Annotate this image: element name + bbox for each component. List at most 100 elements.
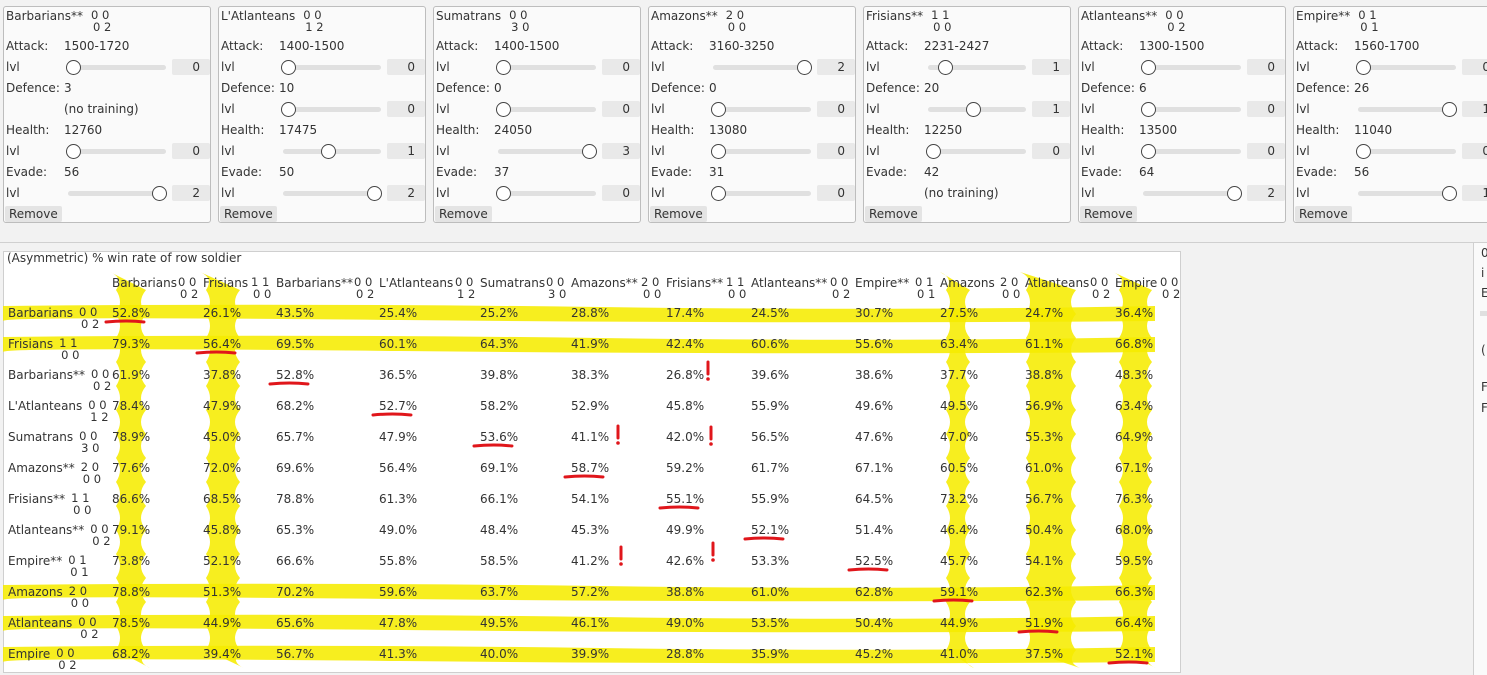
level-value[interactable]: 0 xyxy=(1247,59,1285,75)
level-value[interactable]: 2 xyxy=(817,59,855,75)
level-value[interactable]: 0 xyxy=(387,101,425,117)
level-value[interactable]: 1 xyxy=(1462,101,1487,117)
level-thumb[interactable] xyxy=(66,60,81,75)
level-thumb[interactable] xyxy=(321,144,337,159)
level-thumb[interactable] xyxy=(1356,144,1371,159)
remove-button[interactable]: Remove xyxy=(435,206,492,222)
level-value[interactable]: 2 xyxy=(172,185,210,201)
level-value[interactable]: 0 xyxy=(602,101,640,117)
level-track[interactable] xyxy=(498,107,596,112)
level-value[interactable]: 0 xyxy=(172,59,210,75)
level-thumb[interactable] xyxy=(281,102,296,117)
level-thumb[interactable] xyxy=(582,144,597,159)
remove-button[interactable]: Remove xyxy=(5,206,62,222)
stat-value: 31 xyxy=(709,165,725,179)
level-track[interactable] xyxy=(68,149,166,154)
level-value[interactable]: 0 xyxy=(817,101,855,117)
level-thumb[interactable] xyxy=(938,60,954,75)
level-track[interactable] xyxy=(1358,65,1456,70)
remove-button[interactable]: Remove xyxy=(1295,206,1352,222)
level-thumb[interactable] xyxy=(1141,60,1156,75)
count-grid-line: 0 0 xyxy=(78,305,98,319)
level-thumb[interactable] xyxy=(1356,60,1371,75)
level-track[interactable] xyxy=(68,65,166,70)
level-value[interactable]: 0 xyxy=(1032,143,1070,159)
win-rate-cell: 56.5% xyxy=(751,430,790,444)
level-track[interactable] xyxy=(1358,191,1456,196)
level-value[interactable]: 2 xyxy=(1247,185,1285,201)
win-rate-cell: 46.4% xyxy=(940,523,979,537)
level-value[interactable]: 0 xyxy=(1247,143,1285,159)
level-track[interactable] xyxy=(1143,65,1241,70)
level-value[interactable]: 2 xyxy=(387,185,425,201)
level-value[interactable]: 0 xyxy=(817,185,855,201)
level-track[interactable] xyxy=(713,149,811,154)
level-thumb[interactable] xyxy=(711,102,726,117)
level-track[interactable] xyxy=(928,149,1026,154)
level-value[interactable]: 1 xyxy=(1032,59,1070,75)
level-thumb[interactable] xyxy=(496,102,511,117)
level-thumb[interactable] xyxy=(1141,144,1156,159)
level-track[interactable] xyxy=(713,191,811,196)
level-thumb[interactable] xyxy=(152,186,167,201)
level-thumb[interactable] xyxy=(281,60,296,75)
level-track[interactable] xyxy=(1358,107,1456,112)
level-track[interactable] xyxy=(498,149,596,154)
remove-button[interactable]: Remove xyxy=(1080,206,1137,222)
level-track[interactable] xyxy=(1143,107,1241,112)
level-track[interactable] xyxy=(68,191,166,196)
level-value[interactable]: 0 xyxy=(1462,143,1487,159)
red-exclamation-dot xyxy=(706,377,710,381)
count-grid-line: 0 2 xyxy=(80,317,100,331)
remove-button[interactable]: Remove xyxy=(220,206,277,222)
remove-button[interactable]: Remove xyxy=(865,206,922,222)
level-value[interactable]: 3 xyxy=(602,143,640,159)
level-track[interactable] xyxy=(1143,191,1241,196)
level-thumb[interactable] xyxy=(1442,102,1457,117)
level-value[interactable]: 0 xyxy=(602,59,640,75)
level-value[interactable]: 0 xyxy=(1462,59,1487,75)
level-track[interactable] xyxy=(498,65,596,70)
level-track[interactable] xyxy=(1358,149,1456,154)
level-track[interactable] xyxy=(498,191,596,196)
level-value[interactable]: 0 xyxy=(387,59,425,75)
level-track[interactable] xyxy=(1143,149,1241,154)
level-value[interactable]: 1 xyxy=(1032,101,1070,117)
row-highlight xyxy=(2,583,1155,602)
level-label: lvl xyxy=(436,144,450,158)
level-track[interactable] xyxy=(283,65,381,70)
count-grid-line: 0 0 xyxy=(1165,8,1184,22)
win-rate-cell: 37.5% xyxy=(1025,647,1064,661)
level-value[interactable]: 0 xyxy=(602,185,640,201)
level-thumb[interactable] xyxy=(1141,102,1156,117)
level-thumb[interactable] xyxy=(797,60,812,75)
level-thumb[interactable] xyxy=(1442,186,1457,201)
level-thumb[interactable] xyxy=(66,144,81,159)
level-thumb[interactable] xyxy=(367,186,382,201)
level-value[interactable]: 1 xyxy=(387,143,425,159)
win-rate-cell: 44.9% xyxy=(940,616,979,630)
stat-label: Evade: xyxy=(221,165,263,179)
level-thumb[interactable] xyxy=(496,60,511,75)
level-value[interactable]: 1 xyxy=(1462,185,1487,201)
level-track[interactable] xyxy=(928,65,1026,70)
level-track[interactable] xyxy=(283,191,381,196)
level-thumb[interactable] xyxy=(966,102,982,117)
level-value[interactable]: 0 xyxy=(172,143,210,159)
level-value[interactable]: 0 xyxy=(817,143,855,159)
stat-value: 37 xyxy=(494,165,510,179)
level-track[interactable] xyxy=(283,107,381,112)
level-track[interactable] xyxy=(713,107,811,112)
remove-button[interactable]: Remove xyxy=(650,206,707,222)
level-thumb[interactable] xyxy=(496,186,511,201)
level-track[interactable] xyxy=(713,65,811,70)
level-thumb[interactable] xyxy=(926,144,941,159)
level-thumb[interactable] xyxy=(1227,186,1242,201)
level-thumb[interactable] xyxy=(711,186,726,201)
level-thumb[interactable] xyxy=(711,144,726,159)
level-value[interactable]: 0 xyxy=(1247,101,1285,117)
